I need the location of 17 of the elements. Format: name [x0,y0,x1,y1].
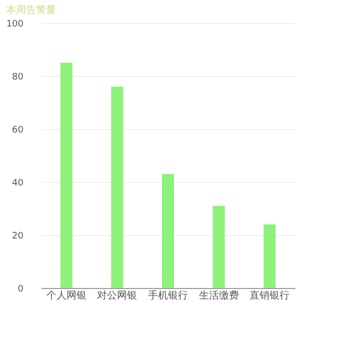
bar [60,62,72,288]
x-tick-label: 个人网银 [46,290,86,302]
y-tick-label: 100 [6,20,24,30]
x-tick-label: 直销银行 [250,290,290,302]
chart-title: 本周告警量 [6,4,56,16]
y-tick-label: 20 [12,232,24,242]
y-tick-label: 0 [18,284,24,294]
bar [111,86,124,288]
bar [162,174,174,288]
y-tick-label: 80 [12,72,24,82]
x-tick-label: 生活缴费 [198,290,239,302]
y-tick-label: 40 [12,178,24,188]
x-tick-label: 手机银行 [148,290,188,302]
x-tick-label: 对公网银 [97,290,138,302]
y-tick-label: 60 [12,126,24,136]
bar [212,206,225,288]
bar [264,224,276,288]
